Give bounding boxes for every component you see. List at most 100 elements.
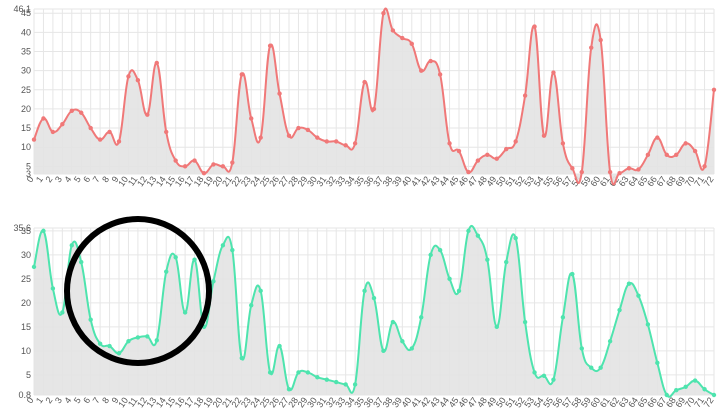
data-point[interactable] <box>494 324 499 330</box>
data-point[interactable] <box>579 346 584 351</box>
data-point[interactable] <box>154 60 159 66</box>
data-point[interactable] <box>636 293 641 298</box>
data-point[interactable] <box>475 158 481 163</box>
data-point[interactable] <box>305 370 311 375</box>
data-point[interactable] <box>239 72 244 77</box>
data-point[interactable] <box>589 365 594 370</box>
data-point[interactable] <box>211 162 216 167</box>
data-point[interactable] <box>504 259 509 265</box>
data-point[interactable] <box>258 135 263 140</box>
data-point[interactable] <box>258 288 263 294</box>
data-point[interactable] <box>626 166 632 171</box>
data-point[interactable] <box>400 339 405 344</box>
data-point[interactable] <box>664 152 669 158</box>
data-point[interactable] <box>296 125 301 131</box>
data-point[interactable] <box>551 377 556 382</box>
data-point[interactable] <box>419 68 424 73</box>
data-point[interactable] <box>352 382 358 387</box>
data-point[interactable] <box>126 339 131 344</box>
data-point[interactable] <box>249 303 254 308</box>
data-point[interactable] <box>126 74 131 79</box>
data-point[interactable] <box>711 392 717 398</box>
data-point[interactable] <box>617 171 622 176</box>
data-point[interactable] <box>164 129 169 135</box>
data-point[interactable] <box>192 257 197 262</box>
data-point[interactable] <box>145 112 150 117</box>
data-point[interactable] <box>607 339 613 344</box>
data-point[interactable] <box>192 158 197 163</box>
data-point[interactable] <box>173 255 178 260</box>
data-point[interactable] <box>211 279 216 284</box>
data-point[interactable] <box>674 152 679 158</box>
data-point[interactable] <box>305 127 311 133</box>
data-point[interactable] <box>456 148 462 154</box>
data-point[interactable] <box>277 91 282 96</box>
data-point[interactable] <box>683 141 688 146</box>
data-point[interactable] <box>267 370 273 375</box>
data-point[interactable] <box>371 106 377 112</box>
data-point[interactable] <box>79 259 84 265</box>
data-point[interactable] <box>541 133 547 138</box>
data-point[interactable] <box>154 338 159 343</box>
data-point[interactable] <box>541 373 547 379</box>
data-point[interactable] <box>362 288 367 294</box>
data-point[interactable] <box>135 335 141 340</box>
data-point[interactable] <box>50 129 56 135</box>
data-point[interactable] <box>60 122 65 127</box>
data-point[interactable] <box>466 169 471 175</box>
data-point[interactable] <box>409 346 414 351</box>
data-point[interactable] <box>135 78 141 83</box>
data-point[interactable] <box>182 310 188 315</box>
data-point[interactable] <box>352 141 358 146</box>
data-point[interactable] <box>334 139 339 144</box>
data-point[interactable] <box>116 351 122 356</box>
data-point[interactable] <box>655 135 660 140</box>
data-point[interactable] <box>371 295 377 301</box>
data-point[interactable] <box>598 37 603 43</box>
data-point[interactable] <box>220 164 226 169</box>
data-point[interactable] <box>41 116 46 121</box>
data-point[interactable] <box>145 334 150 339</box>
data-point[interactable] <box>107 343 112 349</box>
data-point[interactable] <box>551 70 556 75</box>
data-point[interactable] <box>664 392 669 398</box>
data-point[interactable] <box>579 169 584 175</box>
data-point[interactable] <box>456 288 462 294</box>
data-point[interactable] <box>381 11 386 16</box>
data-point[interactable] <box>560 141 566 146</box>
data-point[interactable] <box>494 156 499 161</box>
data-point[interactable] <box>437 247 443 253</box>
data-point[interactable] <box>41 228 46 234</box>
data-point[interactable] <box>324 377 329 382</box>
data-point[interactable] <box>645 322 651 327</box>
data-point[interactable] <box>324 139 329 144</box>
data-point[interactable] <box>692 148 698 154</box>
data-point[interactable] <box>645 152 651 158</box>
data-point[interactable] <box>428 252 433 258</box>
data-point[interactable] <box>60 310 65 315</box>
data-point[interactable] <box>334 379 339 385</box>
data-point[interactable] <box>400 35 405 41</box>
data-point[interactable] <box>485 257 490 262</box>
data-point[interactable] <box>97 137 103 142</box>
data-point[interactable] <box>69 108 74 114</box>
data-point[interactable] <box>249 116 254 121</box>
data-point[interactable] <box>419 315 424 320</box>
data-point[interactable] <box>702 387 707 392</box>
data-point[interactable] <box>390 319 396 325</box>
data-point[interactable] <box>570 166 575 171</box>
data-point[interactable] <box>88 317 93 322</box>
data-point[interactable] <box>589 45 594 50</box>
data-point[interactable] <box>381 348 386 354</box>
data-point[interactable] <box>230 247 235 253</box>
data-point[interactable] <box>69 243 74 248</box>
data-point[interactable] <box>485 152 490 158</box>
data-point[interactable] <box>532 24 537 29</box>
data-point[interactable] <box>428 58 433 64</box>
data-point[interactable] <box>683 384 688 390</box>
data-point[interactable] <box>437 72 443 77</box>
data-point[interactable] <box>343 143 348 148</box>
data-point[interactable] <box>522 319 528 325</box>
data-point[interactable] <box>532 370 537 375</box>
data-point[interactable] <box>513 139 518 144</box>
